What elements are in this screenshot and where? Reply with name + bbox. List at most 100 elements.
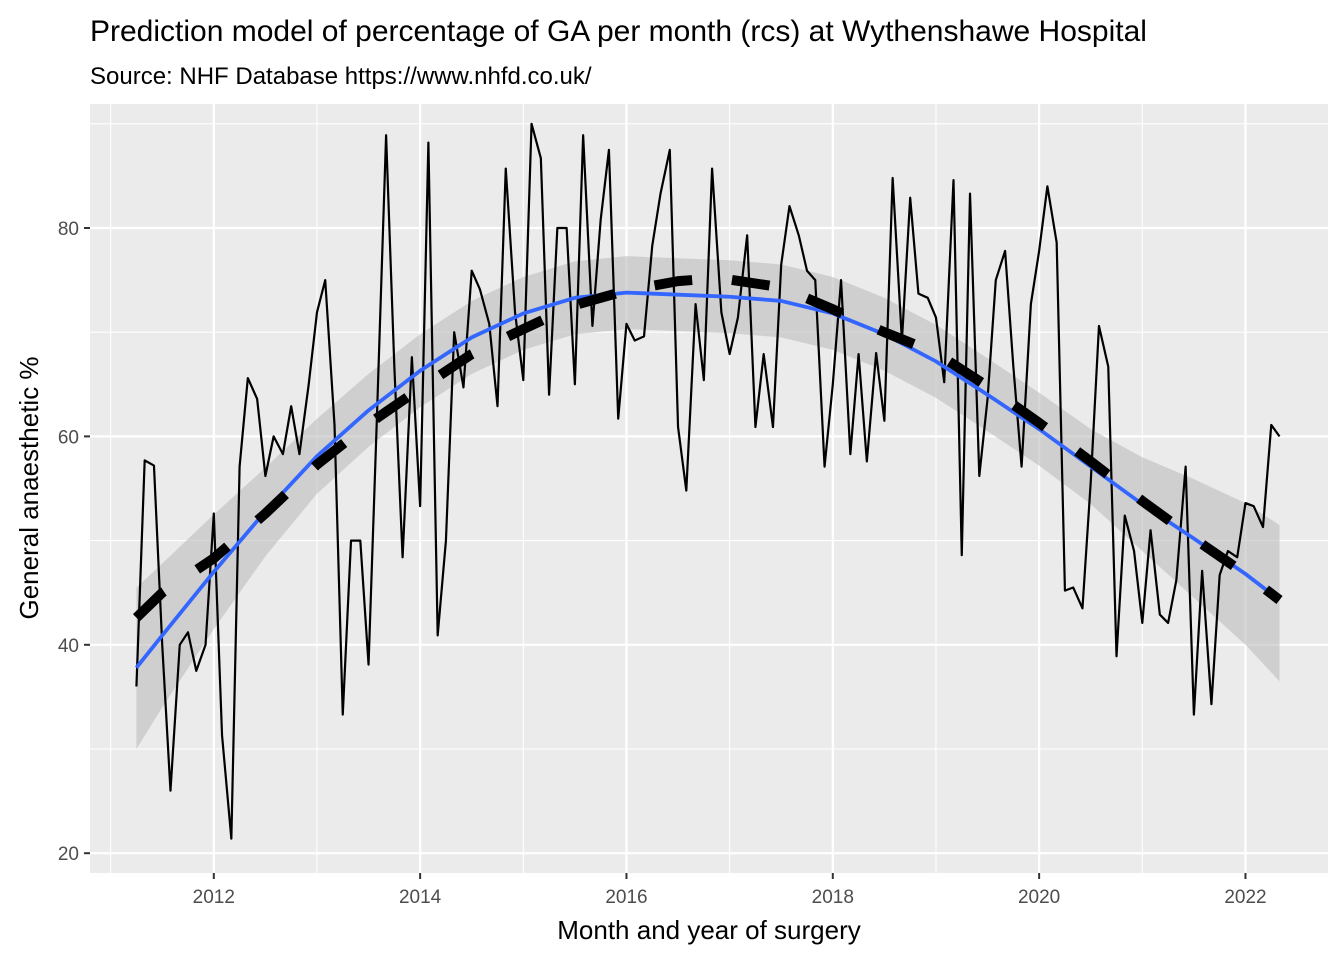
observed-point — [943, 381, 945, 383]
observed-point — [685, 489, 687, 491]
observed-point — [1262, 526, 1264, 528]
observed-point — [316, 311, 318, 313]
observed-point — [754, 426, 756, 428]
observed-point — [986, 398, 988, 400]
observed-point — [823, 465, 825, 467]
observed-point — [282, 453, 284, 455]
observed-point — [298, 453, 300, 455]
y-tick-label: 40 — [58, 636, 79, 657]
observed-point — [891, 177, 893, 179]
observed-point — [1090, 481, 1092, 483]
observed-point — [591, 325, 593, 327]
observed-point — [308, 383, 310, 385]
observed-point — [1081, 607, 1083, 609]
observed-point — [798, 234, 800, 236]
y-tick-label: 60 — [58, 427, 79, 448]
observed-point — [350, 539, 352, 541]
grid-major — [90, 104, 1328, 873]
observed-point — [342, 713, 344, 715]
observed-point — [883, 420, 885, 422]
observed-point — [264, 475, 266, 477]
observed-point — [1030, 303, 1032, 305]
observed-point — [505, 167, 507, 169]
observed-point — [961, 554, 963, 556]
observed-point — [1167, 622, 1169, 624]
observed-point — [728, 353, 730, 355]
observed-point — [857, 353, 859, 355]
observed-point — [952, 179, 954, 181]
observed-point — [367, 663, 369, 665]
observed-point — [427, 141, 429, 143]
observed-point — [582, 134, 584, 136]
observed-point — [324, 279, 326, 281]
observed-point — [290, 405, 292, 407]
observed-point — [814, 279, 816, 281]
observed-point — [471, 270, 473, 272]
observed-point — [393, 365, 395, 367]
observed-point — [866, 460, 868, 462]
observed-point — [1184, 465, 1186, 467]
observed-point — [995, 279, 997, 281]
observed-point — [247, 377, 249, 379]
y-tick-label: 20 — [58, 844, 79, 865]
observed-point — [643, 335, 645, 337]
y-axis-ticks: 20 40 60 80 — [58, 219, 90, 865]
observed-point — [1107, 365, 1109, 367]
observed-point — [772, 426, 774, 428]
observed-point — [272, 435, 274, 437]
observed-point — [496, 405, 498, 407]
observed-point — [1072, 586, 1074, 588]
observed-point — [935, 316, 937, 318]
observed-point — [548, 394, 550, 396]
observed-point — [238, 465, 240, 467]
x-tick-label: 2014 — [399, 887, 442, 908]
observed-series — [135, 122, 1281, 840]
observed-point — [832, 383, 834, 385]
observed-point — [195, 670, 197, 672]
y-tick-label: 80 — [58, 219, 79, 240]
observed-point — [445, 539, 447, 541]
x-tick-label: 2020 — [1018, 887, 1060, 908]
observed-point — [703, 379, 705, 381]
observed-point — [1012, 365, 1014, 367]
observed-point — [634, 339, 636, 341]
observed-point — [1201, 570, 1203, 572]
observed-point — [720, 311, 722, 313]
observed-point — [385, 134, 387, 136]
observed-point — [204, 644, 206, 646]
observed-point — [540, 157, 542, 159]
observed-point — [1253, 505, 1255, 507]
observed-point — [333, 424, 335, 426]
y-axis-label: General anaesthetic % — [14, 356, 44, 619]
observed-point — [1270, 424, 1272, 426]
observed-point — [462, 386, 464, 388]
observed-point — [659, 192, 661, 194]
observed-point — [969, 192, 971, 194]
observed-point — [522, 379, 524, 381]
observed-point — [917, 292, 919, 294]
x-tick-label: 2012 — [193, 887, 235, 908]
observed-point — [1055, 241, 1057, 243]
observed-point — [927, 297, 929, 299]
prediction-series — [132, 273, 1283, 622]
observed-point — [153, 464, 155, 466]
observed-point — [1046, 185, 1048, 187]
observed-point — [1038, 250, 1040, 252]
observed-point — [875, 352, 877, 354]
observed-point — [788, 205, 790, 207]
observed-point — [737, 316, 739, 318]
observed-point — [221, 734, 223, 736]
observed-point — [565, 227, 567, 229]
observed-point — [187, 631, 189, 633]
prediction-line — [132, 273, 1283, 622]
observed-point — [359, 539, 361, 541]
observed-point — [840, 279, 842, 281]
observed-point — [530, 123, 532, 125]
chart-title: Prediction model of percentage of GA per… — [90, 15, 1147, 48]
observed-point — [909, 197, 911, 199]
observed-point — [625, 323, 627, 325]
observed-point — [1236, 556, 1238, 558]
observed-point — [1115, 655, 1117, 657]
observed-point — [806, 270, 808, 272]
